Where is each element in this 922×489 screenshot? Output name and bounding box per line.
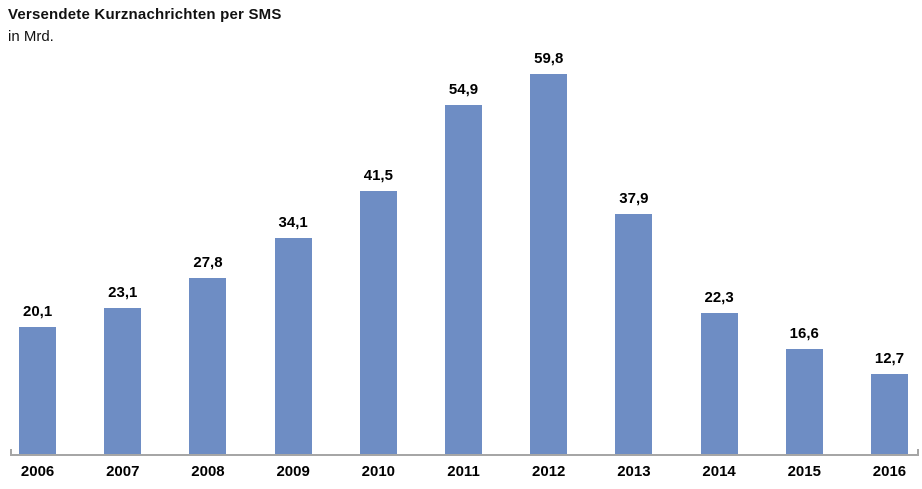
- chart-header: Versendete Kurznachrichten per SMS in Mr…: [8, 4, 282, 48]
- bar-group-2009: 34,1: [251, 0, 336, 455]
- x-tick-label-2008: 2008: [191, 463, 225, 480]
- bar-2009: [274, 238, 312, 455]
- x-axis-line: [10, 449, 919, 456]
- bar-2006: [19, 327, 57, 455]
- bar-2015: [785, 349, 823, 455]
- bar-2008: [189, 278, 227, 455]
- bar-value-label: 12,7: [874, 350, 905, 367]
- bar-2010: [359, 191, 397, 455]
- bar-group-2008: 27,8: [165, 0, 250, 455]
- bar-value-label: 23,1: [108, 284, 138, 301]
- bar-group-2006: 20,1: [0, 0, 80, 455]
- bar-value-label: 37,9: [619, 190, 649, 207]
- bar-value-label: 16,6: [789, 325, 819, 342]
- bar-value-label: 59,8: [534, 50, 564, 67]
- bar-2011: [445, 105, 483, 455]
- bar-group-2016: 12,7: [847, 0, 922, 455]
- x-tick-label-2009: 2009: [276, 463, 310, 480]
- x-tick-label-2014: 2014: [702, 463, 736, 480]
- bar-group-2010: 41,5: [336, 0, 421, 455]
- bar-value-label: 34,1: [278, 214, 308, 231]
- bar-2016: [870, 374, 908, 455]
- bar-2014: [700, 313, 738, 455]
- bar-group-2011: 54,9: [421, 0, 506, 455]
- x-axis-labels: 2006 2007 2008 2009 2010 2011 2012 2013 2014 2015…: [0, 462, 922, 482]
- x-tick-label-2006: 2006: [20, 463, 55, 480]
- x-tick-label-2010: 2010: [361, 463, 396, 480]
- bar-value-label: 22,3: [704, 289, 734, 306]
- bar-2007: [104, 308, 142, 455]
- bar-group-2013: 37,9: [591, 0, 676, 455]
- x-tick-label-2011: 2011: [447, 463, 480, 480]
- bar-value-label: 20,1: [22, 303, 53, 320]
- bar-2013: [615, 214, 653, 455]
- chart-title: Versendete Kurznachrichten per SMS: [8, 6, 282, 23]
- x-tick-label-2012: 2012: [532, 463, 566, 480]
- bar-group-2012: 59,8: [506, 0, 591, 455]
- bar-group-2007: 23,1: [80, 0, 165, 455]
- bar-group-2014: 22,3: [677, 0, 762, 455]
- bar-value-label: 54,9: [448, 81, 479, 98]
- bar-2012: [530, 74, 568, 455]
- x-tick-label-2013: 2013: [617, 463, 651, 480]
- bar-value-label: 41,5: [363, 167, 393, 184]
- bar-group-2015: 16,6: [762, 0, 847, 455]
- x-tick-label-2007: 2007: [106, 463, 140, 480]
- x-tick-label-2015: 2015: [787, 463, 821, 480]
- bar-value-label: 27,8: [193, 254, 223, 271]
- x-tick-label-2016: 2016: [872, 463, 907, 480]
- chart-subtitle: in Mrd.: [8, 28, 54, 45]
- plot-area: 20,1 23,1 27,8 34,1 41,5 54,9 59,8 37,9 22,3 16,6…: [0, 0, 922, 455]
